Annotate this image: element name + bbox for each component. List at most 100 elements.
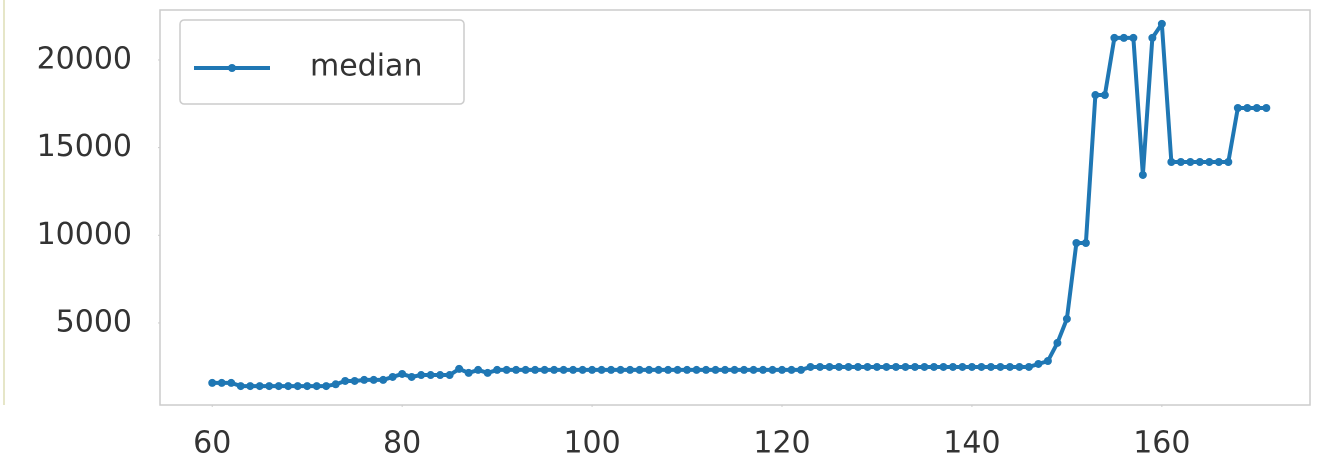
point [901,362,910,371]
point [426,371,435,380]
point [692,365,701,374]
point [730,365,739,374]
point [540,365,549,374]
point [227,378,236,387]
x-tick-label: 120 [753,426,810,461]
point [1072,239,1081,248]
point [778,365,787,374]
point [312,382,321,391]
point [1214,158,1223,167]
point [265,382,274,391]
point [1138,170,1147,179]
point [958,362,967,371]
point [531,365,540,374]
point [654,365,663,374]
point [1005,362,1014,371]
point [1252,104,1261,113]
point [208,378,217,387]
legend-marker [228,64,236,72]
point [825,362,834,371]
point [512,365,521,374]
point [996,362,1005,371]
point [607,365,616,374]
point [844,362,853,371]
point [417,371,426,380]
point [407,372,416,381]
point [910,362,919,371]
series-line [212,21,1267,389]
point [597,365,606,374]
point [559,365,568,374]
point [331,380,340,389]
legend-box [179,19,465,105]
point [787,365,796,374]
point [1148,33,1157,42]
point [284,382,293,391]
point [929,362,938,371]
point [1110,33,1119,42]
point [360,375,369,384]
point [834,362,843,371]
point [853,362,862,371]
point [493,365,502,374]
y-tick-label: 15000 [37,129,132,164]
point [379,375,388,384]
point [645,365,654,374]
point [578,365,587,374]
point [521,365,530,374]
point [1015,362,1024,371]
point [550,365,559,374]
point [891,362,900,371]
point [939,362,948,371]
point [474,365,483,374]
point [796,365,805,374]
point [977,362,986,371]
point [455,364,464,373]
point [967,362,976,371]
point [293,382,302,391]
point [863,362,872,371]
point [768,365,777,374]
point [236,382,245,391]
point [616,365,625,374]
point [445,371,454,380]
point [1195,158,1204,167]
x-tick-label: 140 [943,426,1000,461]
point [502,365,511,374]
point [1157,19,1166,28]
point [1053,338,1062,347]
y-tick-label: 10000 [37,217,132,252]
point [1262,104,1271,113]
point [464,368,473,377]
point [626,365,635,374]
point [1243,104,1252,113]
point [759,365,768,374]
point [398,369,407,378]
point [1081,239,1090,248]
point [1224,158,1233,167]
point [721,365,730,374]
point [1129,33,1138,42]
point [711,365,720,374]
point [1167,158,1176,167]
point [1062,314,1071,323]
point [806,362,815,371]
point [635,365,644,374]
point [749,365,758,374]
x-tick-label: 160 [1133,426,1190,461]
legend-label: median [310,49,422,84]
point [1043,356,1052,365]
point [882,362,891,371]
point [369,375,378,384]
point [1233,104,1242,113]
point [588,365,597,374]
point [1119,33,1128,42]
x-tick-label: 100 [563,426,620,461]
point [664,365,673,374]
point [702,365,711,374]
point [986,362,995,371]
point [1034,359,1043,368]
point [483,368,492,377]
point [1100,91,1109,100]
y-tick-label: 5000 [56,304,132,339]
